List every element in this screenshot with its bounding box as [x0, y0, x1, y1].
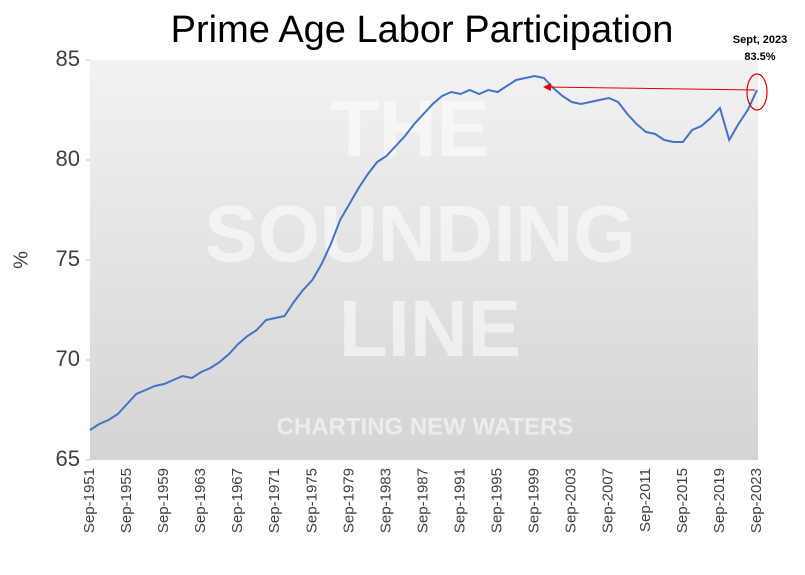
x-tick-label: Sep-1959 [155, 468, 172, 533]
annotation-circle [746, 73, 768, 111]
x-tick-label: Sep-1987 [414, 468, 431, 533]
x-tick-label: Sep-1995 [489, 468, 506, 533]
y-tick-label: 80 [56, 146, 80, 171]
y-tick-label: 85 [56, 46, 80, 71]
x-tick-label: Sep-1951 [81, 468, 98, 533]
annotation: Sept, 2023 [733, 34, 787, 46]
chart-title: Prime Age Labor Participation [171, 9, 674, 51]
x-tick-label: Sep-1999 [526, 468, 543, 533]
x-tick-label: Sep-1975 [303, 468, 320, 533]
x-tick-label: Sep-2015 [674, 468, 691, 533]
data-line [89, 74, 758, 431]
y-tick-label: 75 [56, 246, 80, 271]
plot-area [90, 60, 758, 460]
watermark-text: SOUNDING [204, 189, 635, 278]
annotation: 83.5% [744, 51, 775, 63]
x-tick-label: Sep-1991 [452, 468, 469, 533]
y-tick-label: 65 [56, 446, 80, 471]
watermark-text: LINE [339, 284, 521, 373]
x-tick-label: Sep-1955 [118, 468, 135, 533]
x-tick-label: Sep-1963 [192, 468, 209, 533]
x-tick-label: Sep-2011 [637, 468, 654, 532]
watermark-text: CHARTING NEW WATERS [277, 413, 574, 440]
y-axis-label: % [10, 251, 32, 269]
x-tick-label: Sep-1967 [229, 468, 246, 533]
x-tick-label: Sep-1983 [377, 468, 394, 533]
watermark: THE SOUNDING LINE CHARTING NEW WATERS [204, 84, 635, 440]
x-tick-label: Sep-2019 [711, 468, 728, 533]
y-tick-label: 70 [56, 346, 80, 371]
x-tick-label: Sep-1979 [340, 468, 357, 533]
x-tick-label: Sep-2007 [600, 468, 617, 533]
annotation-arrow [542, 83, 756, 92]
x-tick-label: Sep-1971 [266, 468, 283, 533]
x-tick-label: Sep-2023 [748, 468, 765, 533]
x-tick-label: Sep-2003 [563, 468, 580, 533]
